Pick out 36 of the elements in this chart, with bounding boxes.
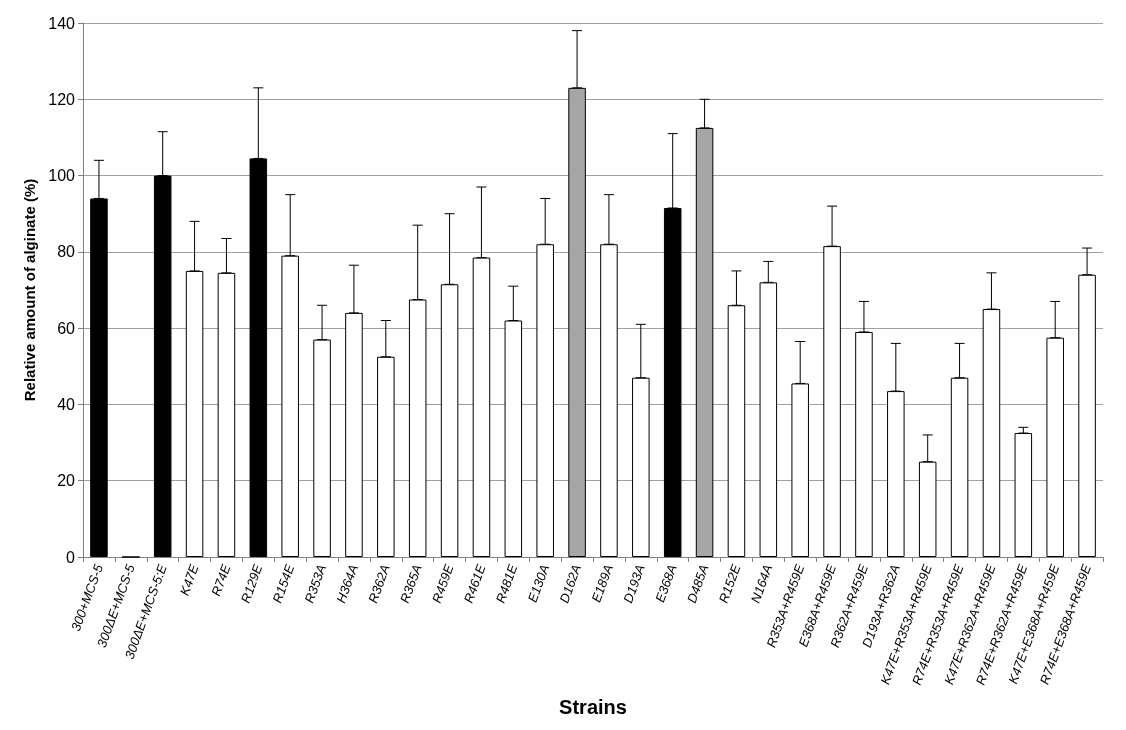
y-tick-label: 0 bbox=[66, 548, 76, 566]
y-axis-title: Relative amount of alginate (%) bbox=[21, 178, 39, 402]
y-tick-label: 80 bbox=[57, 243, 76, 261]
y-tick-label: 140 bbox=[48, 14, 76, 32]
x-tick-label: E368A bbox=[652, 562, 680, 605]
bar bbox=[823, 246, 841, 557]
bar bbox=[185, 270, 204, 557]
bar bbox=[982, 309, 1001, 557]
x-tick-label: R362A bbox=[365, 562, 393, 605]
bar bbox=[345, 312, 363, 557]
x-tick-label: D193A bbox=[620, 562, 648, 605]
x-tick-label: R129E bbox=[237, 562, 266, 605]
y-tick-label: 60 bbox=[57, 319, 76, 337]
x-tick-label: H364A bbox=[333, 562, 361, 605]
bar bbox=[887, 391, 905, 557]
y-tick-label: 40 bbox=[57, 395, 76, 413]
x-tick-label: R481E bbox=[492, 562, 521, 605]
bar bbox=[855, 331, 873, 557]
y-tick-label: 100 bbox=[48, 167, 76, 185]
x-tick-label: R459E bbox=[428, 562, 457, 605]
x-tick-label: D162A bbox=[556, 562, 585, 605]
x-tick-label: D485A bbox=[683, 562, 712, 605]
y-tick-label: 120 bbox=[48, 90, 76, 108]
x-tick-label: E189A bbox=[588, 562, 616, 605]
bar bbox=[663, 207, 682, 557]
x-tick-label: R461E bbox=[460, 562, 489, 605]
y-tick-label: 20 bbox=[57, 472, 76, 490]
bar bbox=[1014, 433, 1033, 557]
x-tick-label: K47E bbox=[176, 562, 202, 598]
x-tick-label: R152E bbox=[715, 562, 744, 605]
x-tick-label: R365A bbox=[397, 562, 425, 605]
x-tick-label: R74E bbox=[208, 562, 234, 599]
x-tick-label: R154E bbox=[269, 562, 298, 605]
x-axis-title: Strains bbox=[559, 696, 627, 718]
x-tick-label: E130A bbox=[524, 562, 553, 605]
x-tick-label: R353A bbox=[301, 562, 330, 605]
